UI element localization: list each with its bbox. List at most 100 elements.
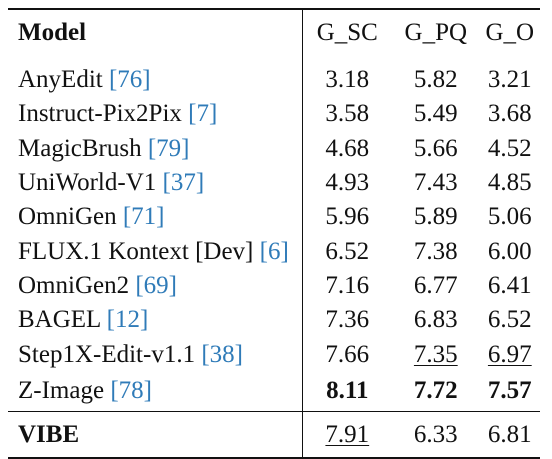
go-value: 7.57 [487, 377, 532, 405]
vibe-gsc: 7.91 [302, 411, 392, 459]
citation-link[interactable]: [69] [135, 271, 178, 299]
citation-link[interactable]: [78] [110, 377, 152, 405]
gpq-cell: 6.83 [392, 303, 480, 337]
go-cell: 6.00 [480, 234, 540, 268]
gsc-cell: 7.16 [302, 269, 392, 303]
gsc-cell: 7.66 [302, 337, 392, 371]
spacer-cell [8, 55, 303, 63]
go-cell: 3.68 [480, 97, 540, 131]
citation-link[interactable]: [37] [162, 169, 205, 197]
gpq-cell: 5.82 [392, 63, 480, 97]
gpq-cell: 7.38 [392, 234, 480, 268]
header-gpq: G_PQ [391, 8, 480, 55]
header-row: Model G_SC G_PQ G_O [8, 8, 540, 55]
go-cell: 4.52 [480, 132, 540, 166]
vibe-gsc-value: 7.91 [325, 421, 370, 449]
gpq-value: 7.43 [413, 169, 458, 197]
gsc-value: 7.16 [325, 271, 370, 299]
gsc-value: 8.11 [326, 377, 369, 405]
citation-link[interactable]: [76] [108, 66, 151, 94]
model-name: UniWorld-V1 [18, 169, 157, 197]
go-value: 6.97 [487, 340, 532, 368]
citation-link[interactable]: [6] [259, 237, 289, 265]
gsc-value: 6.52 [325, 237, 370, 265]
go-cell: 6.41 [480, 269, 540, 303]
model-cell: Z-Image [78] [8, 371, 303, 412]
gsc-value: 7.36 [325, 306, 370, 334]
table-row: AnyEdit [76] 3.18 5.82 3.21 [8, 63, 540, 98]
go-value: 3.21 [487, 66, 532, 94]
table-row: OmniGen [71] 5.96 5.89 5.06 [8, 200, 540, 235]
spacer-row [8, 55, 540, 63]
gpq-value: 6.83 [413, 306, 458, 334]
citation-link[interactable]: [71] [122, 203, 165, 231]
gpq-value: 5.49 [413, 100, 458, 128]
gsc-value: 7.66 [325, 340, 370, 368]
table-row: FLUX.1 Kontext [Dev] [6] 6.52 7.38 6.00 [8, 234, 540, 269]
go-cell: 4.85 [480, 166, 540, 200]
gpq-cell: 5.49 [392, 97, 480, 131]
go-value: 6.52 [487, 306, 532, 334]
vibe-row: VIBE 7.91 6.33 6.81 [8, 411, 540, 459]
vibe-model: VIBE [8, 411, 303, 459]
model-cell: OmniGen2 [69] [8, 268, 303, 304]
gpq-cell: 5.89 [392, 200, 480, 234]
citation-link[interactable]: [79] [147, 134, 190, 162]
model-name: BAGEL [18, 306, 101, 334]
gsc-value: 4.68 [325, 134, 370, 162]
model-name: MagicBrush [18, 134, 142, 162]
citation-link[interactable]: [12] [106, 306, 149, 334]
gpq-cell: 7.72 [392, 372, 480, 412]
gsc-cell: 3.58 [302, 97, 392, 131]
gsc-cell: 3.18 [302, 63, 392, 97]
gpq-value: 7.35 [413, 340, 458, 368]
model-name: Z-Image [18, 377, 105, 405]
model-name: Step1X-Edit-v1.1 [18, 340, 196, 368]
model-cell: Step1X-Edit-v1.1 [38] [8, 337, 303, 372]
header-go: G_O [479, 8, 540, 55]
model-name: Instruct-Pix2Pix [18, 100, 182, 128]
gsc-cell: 8.11 [302, 372, 392, 412]
go-value: 4.85 [487, 169, 532, 197]
gpq-cell: 5.66 [392, 132, 480, 166]
go-value: 6.00 [487, 237, 532, 265]
table-row: UniWorld-V1 [37] 4.93 7.43 4.85 [8, 165, 540, 201]
go-cell: 6.52 [480, 303, 540, 337]
model-cell: AnyEdit [76] [8, 63, 303, 98]
gpq-value: 5.66 [413, 134, 458, 162]
table-row: Instruct-Pix2Pix [7] 3.58 5.49 3.68 [8, 97, 540, 132]
citation-link[interactable]: [7] [188, 100, 218, 128]
results-table: Model G_SC G_PQ G_O AnyEdit [76] 3.18 5.82… [8, 8, 540, 459]
go-cell: 3.21 [480, 63, 540, 97]
header-gsc: G_SC [302, 8, 392, 55]
citation-link[interactable]: [38] [201, 340, 243, 368]
model-cell: MagicBrush [79] [8, 131, 303, 166]
model-cell: Instruct-Pix2Pix [7] [8, 97, 303, 132]
gpq-value: 7.72 [413, 377, 458, 405]
gpq-value: 5.89 [413, 203, 458, 231]
gsc-cell: 6.52 [302, 234, 392, 268]
vibe-gpq: 6.33 [391, 411, 480, 459]
gsc-cell: 4.68 [302, 132, 392, 166]
gpq-value: 5.82 [413, 66, 458, 94]
gpq-cell: 6.77 [392, 269, 480, 303]
go-cell: 6.97 [480, 337, 540, 371]
table-row: Z-Image [78] 8.11 7.72 7.57 [8, 371, 540, 412]
table-row: MagicBrush [79] 4.68 5.66 4.52 [8, 131, 540, 166]
table-row: Step1X-Edit-v1.1 [38] 7.66 7.35 6.97 [8, 337, 540, 372]
go-value: 4.52 [487, 134, 532, 162]
model-name: AnyEdit [18, 66, 103, 94]
table-body: AnyEdit [76] 3.18 5.82 3.21 Instruct-Pix2Pix… [8, 63, 540, 412]
model-name: OmniGen2 [18, 271, 130, 299]
gpq-value: 6.77 [413, 271, 458, 299]
model-cell: UniWorld-V1 [37] [8, 165, 303, 201]
model-name: FLUX.1 Kontext [Dev] [18, 237, 254, 265]
go-cell: 7.57 [480, 372, 540, 412]
model-name: OmniGen [18, 203, 117, 231]
gsc-value: 5.96 [325, 203, 370, 231]
gpq-value: 7.38 [413, 237, 458, 265]
model-cell: BAGEL [12] [8, 303, 303, 338]
gsc-cell: 7.36 [302, 303, 392, 337]
header-model: Model [8, 8, 303, 55]
